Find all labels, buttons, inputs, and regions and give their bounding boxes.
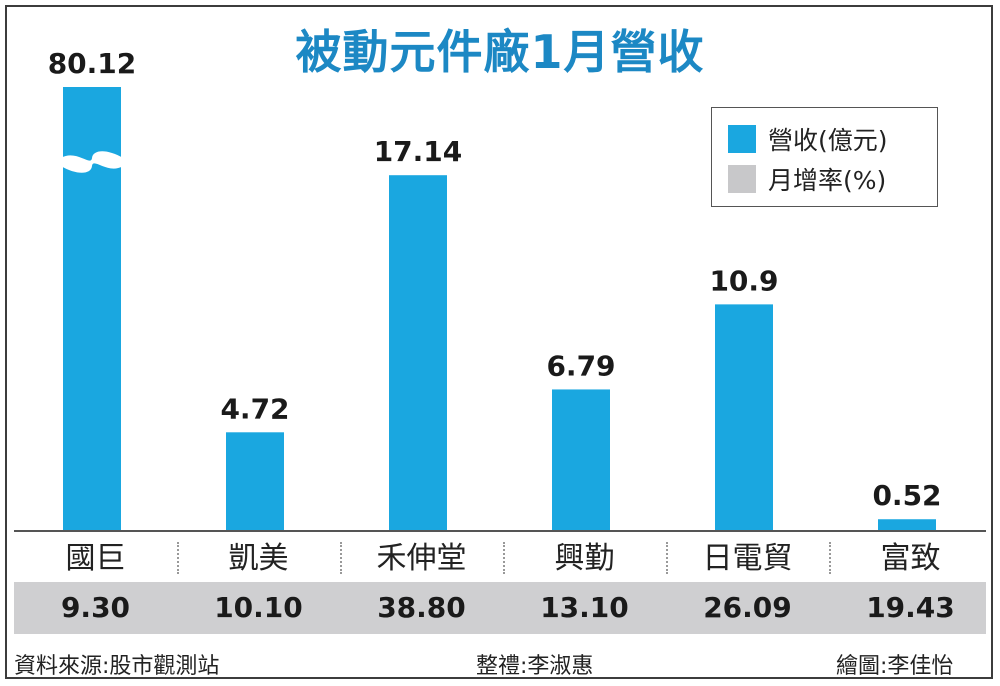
legend-item-growth: 月增率(%) bbox=[728, 164, 887, 195]
bar-value-label: 6.79 bbox=[546, 349, 615, 382]
bar-興勤 bbox=[552, 389, 610, 530]
growth-rate-value: 38.80 bbox=[377, 591, 466, 624]
growth-rate-value: 13.10 bbox=[540, 591, 629, 624]
chart-title: 被動元件廠1月營收 bbox=[295, 25, 705, 79]
editor-credit: 整禮:李淑惠 bbox=[476, 654, 594, 679]
growth-rate-value: 9.30 bbox=[60, 591, 131, 624]
growth-rate-band: 9.30 10.10 38.80 13.10 26.09 19.43 bbox=[14, 582, 986, 634]
bar-禾伸堂 bbox=[389, 175, 447, 530]
category-label: 禾伸堂 bbox=[376, 541, 467, 576]
category-label: 富致 bbox=[880, 541, 941, 576]
illustrator-credit: 繪圖:李佳怡 bbox=[836, 654, 954, 679]
category-label: 國巨 bbox=[65, 541, 126, 576]
axis-break-mark bbox=[61, 151, 123, 173]
bar-凱美 bbox=[226, 432, 284, 530]
bar-日電貿 bbox=[715, 304, 773, 530]
category-divider bbox=[829, 542, 831, 574]
bar-value-label: 4.72 bbox=[220, 392, 289, 425]
bar-value-label: 10.9 bbox=[709, 264, 778, 297]
legend-label-growth: 月增率(%) bbox=[768, 166, 887, 195]
growth-rate-value: 10.10 bbox=[214, 591, 303, 624]
bar-value-label: 0.52 bbox=[872, 479, 941, 512]
category-divider bbox=[503, 542, 505, 574]
category-divider bbox=[666, 542, 668, 574]
growth-rate-value: 19.43 bbox=[866, 591, 955, 624]
legend-swatch-revenue bbox=[728, 125, 756, 153]
bar-value-label: 17.14 bbox=[374, 135, 463, 168]
legend-swatch-growth bbox=[728, 165, 756, 193]
category-label: 凱美 bbox=[228, 541, 289, 576]
legend-item-revenue: 營收(億元) bbox=[728, 124, 888, 155]
category-label: 日電貿 bbox=[702, 541, 793, 576]
category-axis: 國巨 凱美 禾伸堂 興勤 日電貿 富致 bbox=[14, 536, 986, 582]
source-credit: 資料來源:股市觀測站 bbox=[14, 654, 220, 679]
bar-富致 bbox=[878, 519, 936, 530]
category-label: 興勤 bbox=[554, 541, 615, 576]
chart-frame bbox=[5, 5, 993, 679]
category-divider bbox=[177, 542, 179, 574]
growth-rate-value: 26.09 bbox=[703, 591, 792, 624]
legend: 營收(億元) 月增率(%) bbox=[711, 107, 938, 207]
bar-value-label: 80.12 bbox=[48, 47, 137, 80]
category-divider bbox=[340, 542, 342, 574]
legend-label-revenue: 營收(億元) bbox=[768, 126, 888, 155]
